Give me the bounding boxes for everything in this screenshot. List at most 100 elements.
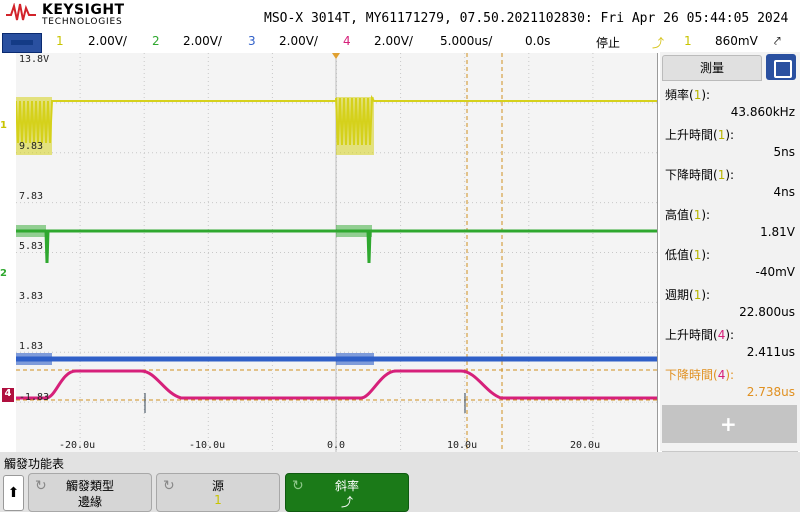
measurement-channel: 4 bbox=[717, 368, 726, 382]
measurement-value: 1.81V bbox=[760, 225, 795, 239]
y-label-2: 9.83 bbox=[19, 141, 44, 152]
y-label-3: 7.83 bbox=[19, 191, 44, 202]
measurement-value: 2.738us bbox=[746, 385, 795, 399]
softkey-trigger-type[interactable]: ↻ 觸發類型 邊緣 bbox=[28, 473, 152, 512]
measurement-label: 上升時間 bbox=[665, 328, 714, 342]
measurement-channel: 1 bbox=[693, 88, 702, 102]
trigger-mode-icon[interactable]: ⤤ bbox=[774, 34, 781, 48]
trigger-position-icon bbox=[332, 53, 340, 59]
ch1-ground-marker[interactable]: 1 bbox=[0, 120, 7, 131]
ch1-number[interactable]: 1 bbox=[56, 34, 64, 48]
ch4-number[interactable]: 4 bbox=[343, 34, 351, 48]
channel-status-bar: 1 2.00V/ 2 2.00V/ 3 2.00V/ 4 2.00V/ 5.00… bbox=[0, 32, 800, 53]
y-label-6: 1.83 bbox=[19, 341, 44, 352]
measurement-value: 2.411us bbox=[746, 345, 795, 359]
ch1-burst bbox=[16, 97, 52, 155]
ch3-noise bbox=[336, 353, 374, 365]
softkey-slope[interactable]: ↻ 斜率 ⤴ bbox=[285, 473, 409, 512]
softkey-label: 斜率 bbox=[334, 479, 359, 493]
measurement-item[interactable]: 下降時間(4): 2.738us bbox=[665, 368, 795, 399]
horizontal-delay[interactable]: 0.0s bbox=[525, 34, 551, 48]
run-state[interactable]: 停止 bbox=[596, 36, 621, 50]
measurement-label: 低值 bbox=[665, 248, 690, 262]
measurement-label: 上升時間 bbox=[665, 128, 714, 142]
measurement-channel: 1 bbox=[717, 168, 726, 182]
measurement-item[interactable]: 高值(1): 1.81V bbox=[665, 208, 795, 239]
ch1-scale[interactable]: 2.00V/ bbox=[88, 34, 127, 48]
softkey-label: 觸發類型 bbox=[65, 479, 114, 493]
measurement-label: 高值 bbox=[665, 208, 690, 222]
instrument-title: MSO-X 3014T, MY61171279, 07.50.202110283… bbox=[264, 11, 789, 26]
ch4-ground-marker[interactable]: 4 bbox=[2, 388, 14, 402]
softkey-source[interactable]: ↻ 源 1 bbox=[156, 473, 280, 512]
measurement-label: 下降時間 bbox=[665, 368, 714, 382]
channel-menu-button[interactable] bbox=[2, 33, 42, 53]
rotate-knob-icon: ↻ bbox=[35, 478, 47, 494]
measurement-value: 5ns bbox=[773, 145, 796, 159]
trigger-edge-icon: ⤴ bbox=[652, 36, 665, 50]
measurement-item[interactable]: 下降時間(1): 4ns bbox=[665, 168, 796, 199]
header: KEYSIGHT TECHNOLOGIES MSO-X 3014T, MY611… bbox=[0, 0, 800, 32]
softkey-value: 邊緣 bbox=[77, 495, 102, 509]
tab-measure[interactable]: 測量 bbox=[662, 55, 762, 81]
x-label-1: -20.0u bbox=[59, 440, 96, 451]
add-measurement-button[interactable]: + bbox=[662, 405, 797, 443]
trigger-source[interactable]: 1 bbox=[684, 34, 692, 48]
measurement-item[interactable]: 頻率(1): 43.860kHz bbox=[665, 88, 795, 119]
measurement-label: 週期 bbox=[665, 288, 690, 302]
measurement-item[interactable]: 上升時間(4): 2.411us bbox=[665, 328, 795, 359]
measurement-channel: 1 bbox=[693, 208, 702, 222]
waveform-display[interactable] bbox=[16, 53, 658, 453]
measurement-label: 下降時間 bbox=[665, 168, 714, 182]
panel-settings-icon[interactable] bbox=[766, 54, 796, 80]
y-label-5: 3.83 bbox=[19, 291, 44, 302]
measurement-item[interactable]: 上升時間(1): 5ns bbox=[665, 128, 796, 159]
x-label-5: 20.0u bbox=[570, 440, 601, 451]
brand-subtitle: TECHNOLOGIES bbox=[42, 17, 123, 27]
softkey-value: ⤴ bbox=[340, 495, 353, 509]
rotate-knob-icon: ↻ bbox=[163, 478, 175, 494]
measurement-value: -40mV bbox=[755, 265, 796, 279]
y-label-7: -1.83 bbox=[19, 392, 50, 403]
waveform-graph bbox=[16, 53, 657, 452]
ch3-number[interactable]: 3 bbox=[248, 34, 256, 48]
trigger-level[interactable]: 860mV bbox=[715, 34, 758, 48]
ch2-ground-marker[interactable]: 2 bbox=[0, 268, 7, 279]
ch2-number[interactable]: 2 bbox=[152, 34, 160, 48]
ch2-noise bbox=[16, 225, 46, 237]
ch2-scale[interactable]: 2.00V/ bbox=[183, 34, 222, 48]
measurement-label: 頻率 bbox=[665, 88, 690, 102]
measurement-item[interactable]: 低值(1): -40mV bbox=[665, 248, 796, 279]
measurement-channel: 1 bbox=[693, 288, 702, 302]
plus-icon: + bbox=[720, 412, 737, 436]
ch3-noise bbox=[16, 353, 52, 365]
measurement-channel: 1 bbox=[717, 128, 726, 142]
measurement-channel: 4 bbox=[717, 328, 726, 342]
measurement-value: 43.860kHz bbox=[730, 105, 795, 119]
softkey-menu-title: 觸發功能表 bbox=[4, 457, 65, 471]
x-label-3: 0.0 bbox=[327, 440, 346, 451]
ch2-noise bbox=[336, 225, 372, 237]
rotate-knob-icon: ↻ bbox=[292, 478, 304, 494]
measurement-item[interactable]: 週期(1): 22.800us bbox=[665, 288, 795, 319]
keysight-logo-icon bbox=[6, 3, 36, 21]
timebase-scale[interactable]: 5.000us/ bbox=[440, 34, 493, 48]
menu-up-button[interactable]: ⬆ bbox=[3, 475, 24, 511]
x-label-2: -10.0u bbox=[189, 440, 226, 451]
ch4-trace bbox=[16, 369, 657, 400]
ch3-scale[interactable]: 2.00V/ bbox=[279, 34, 318, 48]
y-label-4: 5.83 bbox=[19, 241, 44, 252]
y-label-top: 13.8V bbox=[19, 54, 50, 65]
x-label-4: 10.0u bbox=[447, 440, 478, 451]
up-arrow-icon: ⬆ bbox=[7, 485, 20, 501]
softkey-value: 1 bbox=[214, 493, 222, 507]
ch1-burst bbox=[336, 97, 374, 155]
measurement-value: 4ns bbox=[773, 185, 796, 199]
measurement-value: 22.800us bbox=[739, 305, 795, 319]
ch4-scale[interactable]: 2.00V/ bbox=[374, 34, 413, 48]
brand-name: KEYSIGHT bbox=[42, 2, 125, 18]
measurement-channel: 1 bbox=[693, 248, 702, 262]
softkey-label: 源 bbox=[211, 479, 224, 493]
measurement-panel: 測量 頻率(1): 43.860kHz 上升時間(1): 5ns 下降時間(1): 4ns… bbox=[660, 52, 800, 491]
trigger-softkey-menu: 觸發功能表 ⬆ ↻ 觸發類型 邊緣 ↻ 源 1 ↻ 斜率 ⤴ bbox=[0, 452, 800, 512]
